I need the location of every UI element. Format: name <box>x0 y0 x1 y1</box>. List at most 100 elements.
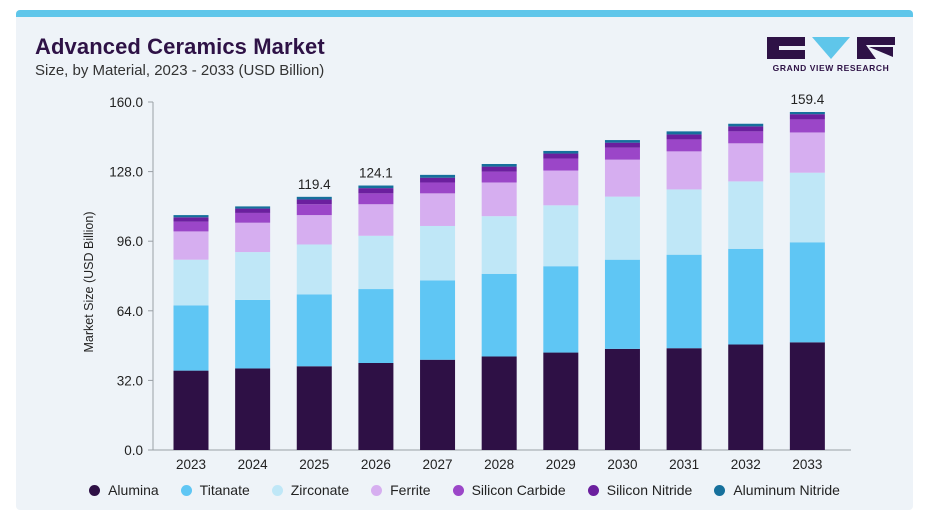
bar-segment-alumina <box>728 344 764 450</box>
chart-legend: Alumina Titanate Zirconate Ferrite Silicon C… <box>16 482 913 498</box>
bar-segment-ferrite <box>481 182 517 217</box>
bar-segment-ferrite <box>420 193 456 226</box>
bar-segment-aluminum-nitride <box>481 163 517 167</box>
bar-segment-zirconate <box>666 189 702 255</box>
bar-segment-alumina <box>543 352 579 450</box>
bar-segment-ferrite <box>604 159 640 197</box>
bar-segment-silicon-nitride <box>789 114 825 120</box>
accent-bar <box>16 10 913 17</box>
y-axis-label: Market Size (USD Billion) <box>82 211 96 352</box>
bar-segment-ferrite <box>235 222 271 253</box>
y-tick-label: 160.0 <box>109 95 143 110</box>
x-tick-label: 2028 <box>484 457 514 472</box>
bar-segment-silicon-nitride <box>728 126 764 132</box>
legend-item: Silicon Carbide <box>452 482 566 498</box>
bar-total-label: 124.1 <box>359 166 393 181</box>
bar-segment-titanate <box>420 280 456 360</box>
y-tick-label: 0.0 <box>124 443 143 458</box>
bar-segment-silicon-nitride <box>420 177 456 183</box>
x-tick-label: 2023 <box>176 457 206 472</box>
grand-view-research-logo-icon <box>767 37 895 59</box>
legend-label: Titanate <box>199 482 250 498</box>
legend-item: Alumina <box>89 482 159 498</box>
bar-segment-zirconate <box>173 259 209 306</box>
bar-segment-aluminum-nitride <box>789 112 825 115</box>
bar-segment-alumina <box>481 356 517 450</box>
bar-segment-silicon-nitride <box>173 217 209 222</box>
bar-segment-ferrite <box>173 231 209 260</box>
x-tick-label: 2032 <box>731 457 761 472</box>
x-tick-label: 2027 <box>423 457 453 472</box>
bar-segment-zirconate <box>543 205 579 267</box>
legend-item: Ferrite <box>371 482 431 498</box>
legend-item: Titanate <box>180 482 250 498</box>
bar-segment-silicon-nitride <box>604 142 640 148</box>
bar-segment-silicon-carbide <box>358 193 394 205</box>
bar-segment-silicon-carbide <box>481 171 517 183</box>
legend-item: Aluminum Nitride <box>714 482 840 498</box>
legend-label: Aluminum Nitride <box>733 482 840 498</box>
x-tick-label: 2024 <box>238 457 269 472</box>
bar-segment-titanate <box>789 242 825 343</box>
bar-segment-aluminum-nitride <box>666 131 702 135</box>
bar-segment-zirconate <box>420 225 456 281</box>
bar-segment-titanate <box>296 294 332 367</box>
bar-segment-zirconate <box>358 235 394 290</box>
bar-segment-silicon-carbide <box>296 204 332 216</box>
legend-label: Silicon Carbide <box>471 482 566 498</box>
x-tick-label: 2033 <box>792 457 822 472</box>
legend-label: Alumina <box>108 482 159 498</box>
bar-segment-aluminum-nitride <box>420 174 456 178</box>
bar-segment-silicon-nitride <box>481 166 517 172</box>
bar-segment-titanate <box>173 305 209 371</box>
bar-segment-alumina <box>666 348 702 450</box>
bar-segment-silicon-carbide <box>666 139 702 152</box>
bar-segment-zirconate <box>789 172 825 243</box>
bar-segment-silicon-carbide <box>173 221 209 232</box>
bar-segment-silicon-nitride <box>666 134 702 140</box>
bar-segment-titanate <box>666 254 702 349</box>
bar-segment-ferrite <box>543 170 579 206</box>
legend-swatch <box>714 484 726 496</box>
chart-card: Advanced Ceramics Market Size, by Materi… <box>16 10 913 510</box>
bar-segment-alumina <box>789 342 825 450</box>
bar-segment-zirconate <box>728 181 764 249</box>
bar-segment-aluminum-nitride <box>173 215 209 218</box>
logo-text: GRAND VIEW RESEARCH <box>772 63 890 73</box>
bar-segment-alumina <box>235 368 271 450</box>
bar-segment-titanate <box>358 289 394 363</box>
legend-swatch <box>180 484 192 496</box>
bar-segment-silicon-carbide <box>604 147 640 160</box>
legend-label: Zirconate <box>290 482 350 498</box>
bar-segment-ferrite <box>789 132 825 173</box>
bar-segment-titanate <box>728 248 764 345</box>
bar-segment-zirconate <box>604 196 640 260</box>
legend-swatch <box>371 484 383 496</box>
bar-segment-silicon-carbide <box>543 158 579 171</box>
x-tick-label: 2031 <box>669 457 699 472</box>
bar-segment-alumina <box>420 359 456 450</box>
bar-segment-ferrite <box>728 143 764 182</box>
x-tick-label: 2026 <box>361 457 391 472</box>
bar-segment-zirconate <box>235 252 271 300</box>
x-tick-label: 2025 <box>299 457 329 472</box>
bar-segment-silicon-carbide <box>789 119 825 133</box>
bar-segment-silicon-nitride <box>543 153 579 159</box>
bar-segment-ferrite <box>358 204 394 236</box>
bar-segment-silicon-carbide <box>728 131 764 144</box>
y-tick-label: 128.0 <box>109 165 143 180</box>
bar-segment-titanate <box>604 259 640 349</box>
bar-segment-aluminum-nitride <box>543 150 579 154</box>
x-tick-label: 2030 <box>607 457 637 472</box>
bar-segment-silicon-carbide <box>420 182 456 194</box>
bar-segment-silicon-nitride <box>235 208 271 213</box>
bar-segment-titanate <box>481 273 517 357</box>
bar-total-label: 119.4 <box>298 177 331 192</box>
bar-segment-ferrite <box>666 151 702 190</box>
bar-segment-aluminum-nitride <box>728 123 764 127</box>
bar-segment-silicon-nitride <box>296 199 332 205</box>
legend-label: Ferrite <box>390 482 431 498</box>
bar-segment-alumina <box>604 348 640 450</box>
bar-segment-aluminum-nitride <box>296 196 332 200</box>
y-tick-label: 96.0 <box>117 234 143 249</box>
